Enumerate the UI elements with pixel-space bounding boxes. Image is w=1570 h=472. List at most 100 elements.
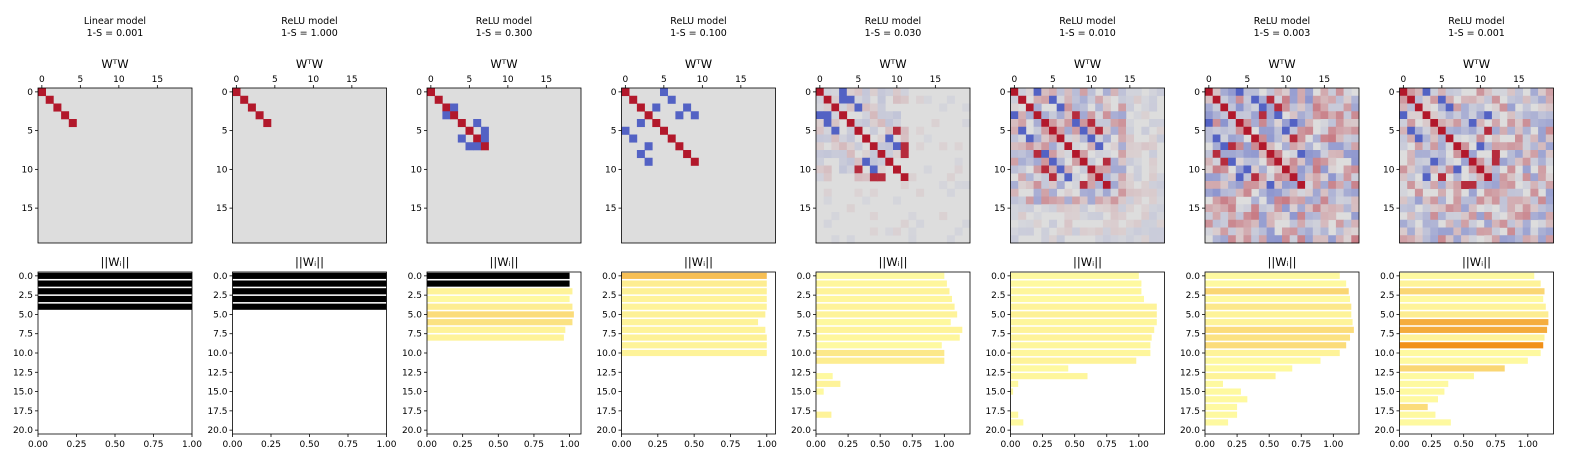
- heatmap-cell: [1041, 188, 1050, 197]
- heatmap-cell: [1220, 227, 1229, 236]
- heatmap-cell: [869, 157, 878, 166]
- norm-bar: [1205, 319, 1353, 326]
- heatmap-cell: [1522, 173, 1531, 182]
- heatmap-cell: [1126, 126, 1134, 135]
- bar-x-tick-label: 0.00: [222, 440, 242, 450]
- heatmap-cell: [1538, 235, 1547, 244]
- heatmap-cell: [1491, 165, 1500, 174]
- heatmap-cell: [1297, 188, 1306, 197]
- heatmap-cell: [1095, 134, 1104, 143]
- heatmap-cell: [1025, 227, 1034, 236]
- heatmap-cell: [1126, 181, 1134, 190]
- heatmap-cell: [1025, 204, 1034, 213]
- heatmap-cell: [1156, 196, 1165, 205]
- heatmap-cell: [1422, 142, 1431, 151]
- norm-bar: [1205, 288, 1349, 295]
- heatmap-x-tick-label: 10: [308, 75, 320, 85]
- norm-bar: [621, 342, 767, 349]
- bar-y-tick-label: 0.0: [1380, 272, 1395, 282]
- heatmap-cell: [1141, 181, 1150, 190]
- heatmap-cell: [1289, 95, 1298, 104]
- heatmap-cell: [1522, 111, 1531, 120]
- heatmap-cell: [1351, 227, 1360, 236]
- heatmap-cell: [1320, 181, 1329, 190]
- heatmap-cell: [1282, 134, 1290, 143]
- heatmap-cell: [1461, 142, 1470, 151]
- panel-sparsity: 1-S = 0.001: [87, 28, 144, 39]
- norm-bar: [621, 349, 767, 357]
- heatmap-cell: [1018, 111, 1027, 120]
- heatmap-cell: [885, 119, 894, 128]
- heatmap-cell: [1064, 165, 1073, 174]
- heatmap-y-tick-label: 5: [416, 127, 422, 137]
- heatmap-cell: [1212, 188, 1221, 197]
- heatmap-cell: [1545, 126, 1554, 135]
- heatmap-cell: [1118, 165, 1127, 174]
- bar-y-tick-label: 0.0: [991, 272, 1006, 282]
- heatmap-cell: [1351, 134, 1360, 143]
- heatmap-cell: [1205, 95, 1213, 104]
- heatmap-cell: [1064, 134, 1073, 143]
- heatmap-cell: [1297, 196, 1306, 205]
- heatmap-cell: [1430, 212, 1439, 221]
- heatmap-cell: [1538, 103, 1547, 112]
- bar-y-tick-label: 20.0: [13, 426, 33, 436]
- norm-bar: [1010, 342, 1151, 349]
- heatmap-cell: [1133, 165, 1142, 174]
- heatmap-cell: [1087, 88, 1096, 97]
- heatmap-cell: [1056, 181, 1065, 190]
- heatmap-cell: [1453, 235, 1462, 244]
- heatmap-cell: [1274, 196, 1283, 205]
- heatmap-cell: [916, 126, 925, 135]
- heatmap-cell: [862, 150, 871, 159]
- heatmap-cell: [1212, 181, 1221, 190]
- bar-y-tick-label: 5.0: [213, 310, 228, 320]
- heatmap-cell: [1079, 126, 1088, 135]
- heatmap-cell: [1305, 119, 1314, 128]
- heatmap-cell: [1305, 157, 1314, 166]
- heatmap-cell: [1399, 196, 1408, 205]
- heatmap-cell: [862, 95, 871, 104]
- heatmap-cell: [1445, 119, 1454, 128]
- norm-bar: [1205, 326, 1354, 333]
- heatmap-cell: [480, 134, 489, 143]
- panel-title: ReLU model: [1059, 16, 1115, 27]
- heatmap-cell: [1033, 212, 1042, 221]
- heatmap-cell: [1305, 204, 1314, 213]
- heatmap-cell: [869, 227, 878, 236]
- heatmap-cell: [1476, 142, 1485, 151]
- bar-y-tick-label: 7.5: [602, 330, 616, 340]
- heatmap-cell: [1407, 219, 1416, 228]
- heatmap-cell: [1461, 111, 1470, 120]
- heatmap-cell: [1422, 111, 1431, 120]
- heatmap-cell: [1522, 165, 1531, 174]
- heatmap-cell: [1297, 212, 1306, 221]
- heatmap-cell: [1228, 212, 1237, 221]
- heatmap-cell: [1305, 88, 1314, 97]
- heatmap-cell: [1453, 111, 1462, 120]
- heatmap-cell: [1499, 196, 1508, 205]
- heatmap-cell: [1126, 88, 1134, 97]
- heatmap-cell: [1414, 142, 1423, 151]
- heatmap-cell: [1156, 227, 1165, 236]
- heatmap-cell: [1018, 119, 1027, 128]
- heatmap-cell: [621, 126, 630, 135]
- heatmap-cell: [1407, 103, 1416, 112]
- heatmap-cell: [839, 157, 848, 166]
- heatmap-cell: [1430, 95, 1439, 104]
- heatmap-cell: [1049, 173, 1057, 182]
- heatmap-cell: [1243, 126, 1252, 135]
- bar-x-tick-label: 0.00: [1195, 440, 1215, 450]
- heatmap-cell: [1515, 235, 1523, 244]
- heatmap-cell: [1468, 227, 1477, 236]
- heatmap-y-tick-label: 0: [27, 88, 33, 98]
- heatmap-cell: [1033, 88, 1042, 97]
- heatmap-cell: [1212, 134, 1221, 143]
- heatmap-cell: [1095, 119, 1104, 128]
- heatmap-cell: [1056, 173, 1065, 182]
- heatmap-cell: [1064, 88, 1073, 97]
- heatmap-cell: [885, 150, 894, 159]
- heatmap-cell: [1212, 88, 1221, 97]
- heatmap-cell: [1461, 212, 1470, 221]
- heatmap-cell: [1087, 111, 1096, 120]
